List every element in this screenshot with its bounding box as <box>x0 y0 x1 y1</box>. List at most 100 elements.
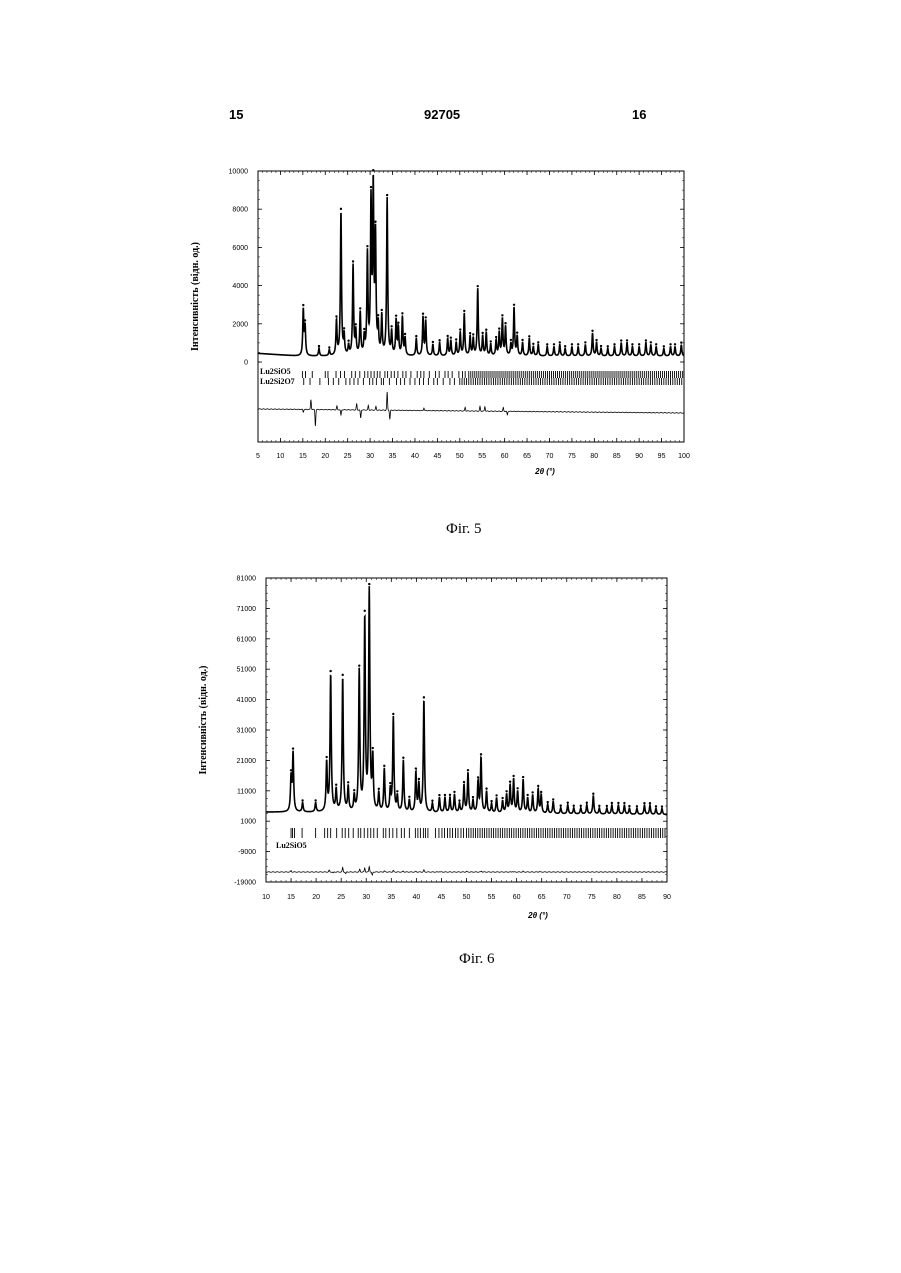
y-tick-label: -19000 <box>234 880 256 887</box>
observed-point <box>592 793 594 795</box>
observed-point <box>537 785 539 787</box>
observed-point <box>567 801 569 803</box>
y-tick-label: -9000 <box>238 849 256 856</box>
observed-point <box>368 583 370 585</box>
y-tick-label: 21000 <box>237 758 257 765</box>
x-tick-label: 85 <box>638 894 646 901</box>
observed-point <box>512 775 514 777</box>
observed-point <box>628 805 630 807</box>
observed-point <box>495 794 497 796</box>
observed-point <box>408 796 410 798</box>
x-tick-label: 90 <box>663 894 671 901</box>
observed-point <box>463 781 465 783</box>
observed-point <box>396 790 398 792</box>
observed-point <box>501 797 503 799</box>
observed-point <box>329 670 331 672</box>
observed-point <box>444 794 446 796</box>
observed-point <box>389 782 391 784</box>
observed-point <box>449 794 451 796</box>
x-tick-label: 55 <box>488 894 496 901</box>
observed-point <box>540 791 542 793</box>
x-tick-label: 75 <box>588 894 596 901</box>
observed-point <box>415 767 417 769</box>
observed-point <box>606 805 608 807</box>
calculated-profile-line <box>266 586 667 815</box>
observed-point <box>490 800 492 802</box>
observed-point <box>364 610 366 612</box>
observed-point <box>372 747 374 749</box>
observed-point <box>526 794 528 796</box>
x-tick-label: 10 <box>262 894 270 901</box>
observed-point <box>643 802 645 804</box>
observed-point <box>438 794 440 796</box>
observed-point <box>358 664 360 666</box>
y-tick-label: 31000 <box>237 728 257 735</box>
x-tick-label: 15 <box>287 894 295 901</box>
x-tick-label: 35 <box>387 894 395 901</box>
observed-point <box>580 805 582 807</box>
x-tick-label: 20 <box>312 894 320 901</box>
observed-point <box>611 802 613 804</box>
observed-point <box>431 799 433 801</box>
observed-point <box>560 804 562 806</box>
figure-caption-6: Фіг. 6 <box>459 951 494 968</box>
y-tick-label: 61000 <box>237 636 257 643</box>
observed-point <box>573 805 575 807</box>
observed-point <box>586 802 588 804</box>
observed-point <box>458 799 460 801</box>
observed-point <box>623 802 625 804</box>
observed-point <box>661 805 663 807</box>
y-tick-label: 71000 <box>237 606 257 613</box>
y-tick-label: 41000 <box>237 697 257 704</box>
observed-point <box>383 765 385 767</box>
observed-point <box>516 787 518 789</box>
y-tick-label: 51000 <box>237 667 257 674</box>
observed-point <box>636 805 638 807</box>
x-tick-label: 70 <box>563 894 571 901</box>
difference-curve <box>266 867 667 875</box>
x-tick-label: 40 <box>412 894 420 901</box>
observed-point <box>290 769 292 771</box>
observed-point <box>509 781 511 783</box>
observed-point <box>467 769 469 771</box>
observed-point <box>485 787 487 789</box>
observed-point <box>547 801 549 803</box>
observed-point <box>402 757 404 759</box>
phase-label: Lu2SiO5 <box>276 841 307 850</box>
x-tick-label: 80 <box>613 894 621 901</box>
observed-point <box>505 790 507 792</box>
observed-point <box>423 696 425 698</box>
observed-point <box>378 788 380 790</box>
observed-point <box>325 756 327 758</box>
y-axis-label: Інтенсивність (відн. од.) <box>198 666 209 775</box>
observed-point <box>292 747 294 749</box>
observed-point <box>335 784 337 786</box>
x-axis-label: 2θ (°) <box>527 911 548 920</box>
y-tick-label: 1000 <box>240 819 256 826</box>
observed-point <box>598 805 600 807</box>
observed-point <box>314 799 316 801</box>
observed-point <box>531 791 533 793</box>
observed-point <box>649 802 651 804</box>
x-tick-label: 45 <box>438 894 446 901</box>
observed-point <box>472 796 474 798</box>
observed-point <box>341 674 343 676</box>
observed-point <box>418 778 420 780</box>
x-tick-label: 60 <box>513 894 521 901</box>
observed-point <box>552 798 554 800</box>
y-tick-label: 11000 <box>237 788 256 795</box>
observed-point <box>453 791 455 793</box>
observed-point <box>655 805 657 807</box>
observed-point <box>353 789 355 791</box>
x-tick-label: 25 <box>337 894 345 901</box>
observed-point <box>392 713 394 715</box>
observed-point <box>480 753 482 755</box>
x-tick-label: 50 <box>463 894 471 901</box>
observed-point <box>301 799 303 801</box>
x-tick-label: 65 <box>538 894 546 901</box>
observed-point <box>617 802 619 804</box>
x-tick-label: 30 <box>362 894 370 901</box>
observed-point <box>522 776 524 778</box>
observed-point <box>347 781 349 783</box>
